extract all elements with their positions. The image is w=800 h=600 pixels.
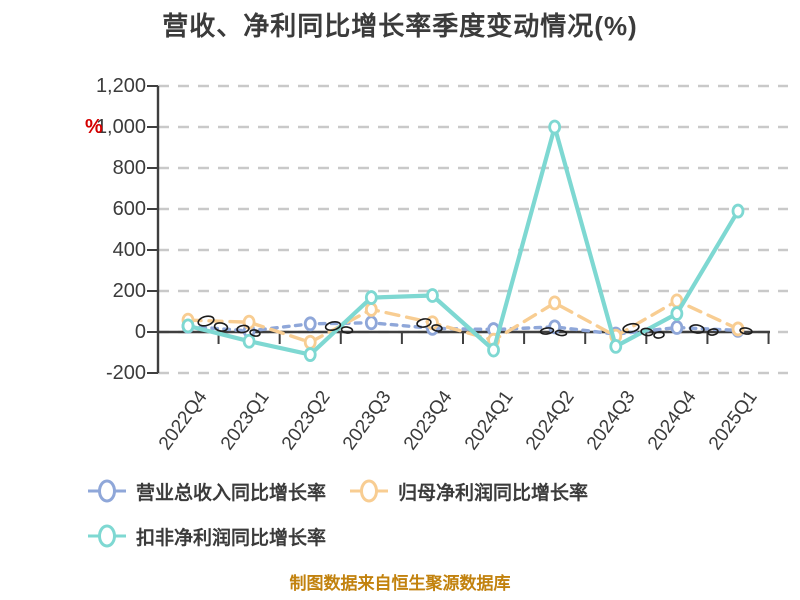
data-point-marker-net-profit-yoy <box>548 295 562 311</box>
scribble-ellipse <box>640 327 654 337</box>
y-tick-label: 0 <box>134 321 146 343</box>
scribble-ellipse <box>213 322 229 332</box>
series-non-gaap-net-profit-yoy <box>181 119 745 362</box>
scribble-ellipse <box>340 326 354 334</box>
data-point-marker-non-gaap-net-profit-yoy <box>181 318 195 334</box>
legend-item-non-gaap-net-profit-yoy: 扣非净利润同比增长率 <box>88 522 326 550</box>
data-point-marker-total-revenue-yoy <box>303 316 317 332</box>
series-line-net-profit-yoy <box>186 299 740 344</box>
legend-label: 营业总收入同比增长率 <box>136 482 327 504</box>
scribble-ellipse <box>689 324 705 334</box>
scribble-marks <box>197 315 753 339</box>
scribble-ellipse <box>249 329 261 337</box>
scribble-ellipse <box>739 327 753 335</box>
y-tick-label: 800 <box>112 157 146 179</box>
scribble-ellipse <box>236 324 250 334</box>
data-point-marker-total-revenue-yoy <box>670 320 684 335</box>
legend-item-total-revenue-yoy: 营业总收入同比增长率 <box>88 477 326 505</box>
data-point-marker-total-revenue-yoy <box>364 315 378 331</box>
legend-marker-ellipse <box>98 479 116 503</box>
legend-item-net-profit-yoy: 归母净利润同比增长率 <box>350 477 588 505</box>
y-tick-label: 1,000 <box>95 116 146 138</box>
scribble-ellipse <box>431 324 443 332</box>
scribble-ellipse <box>554 329 568 337</box>
legend-marker-ellipse <box>98 524 116 548</box>
series-line-non-gaap-net-profit-yoy <box>185 124 741 357</box>
data-point-marker-non-gaap-net-profit-yoy <box>364 290 378 305</box>
scribble-ellipse <box>622 322 640 334</box>
data-point-marker-net-profit-yoy <box>303 334 317 350</box>
data-point-marker-non-gaap-net-profit-yoy <box>303 347 317 362</box>
data-point-marker-non-gaap-net-profit-yoy <box>487 342 500 358</box>
scribble-ellipse <box>197 315 215 327</box>
y-tick-label: 400 <box>112 239 146 261</box>
data-point-marker-non-gaap-net-profit-yoy <box>609 338 623 354</box>
chart-title: 营收、净利同比增长率季度变动情况(%) <box>162 11 638 41</box>
data-point-marker-non-gaap-net-profit-yoy <box>242 333 256 349</box>
data-point-marker-non-gaap-net-profit-yoy <box>426 288 439 303</box>
data-point-marker-net-profit-yoy <box>242 314 256 330</box>
data-point-marker-non-gaap-net-profit-yoy <box>731 203 745 219</box>
legend-marker-icon <box>88 479 126 503</box>
footer-note: 制图数据来自恒生聚源数据库 <box>289 574 511 593</box>
legend-marker-icon <box>350 479 388 503</box>
y-axis-unit-label: % <box>85 116 103 138</box>
scribble-ellipse <box>416 318 432 328</box>
data-point-marker-net-profit-yoy <box>364 302 378 317</box>
y-tick-label: 600 <box>112 198 146 220</box>
scribble-ellipse <box>324 320 342 332</box>
scribble-ellipse <box>707 328 719 336</box>
y-tick-label: -200 <box>105 362 146 384</box>
scribble-ellipse <box>539 327 555 335</box>
y-tick-label: 200 <box>112 280 146 302</box>
y-tick-label: 1,200 <box>95 75 146 97</box>
legend-label: 归母净利润同比增长率 <box>398 482 589 504</box>
scribble-ellipse <box>653 331 665 339</box>
legend-marker-ellipse <box>360 479 378 503</box>
data-point-marker-non-gaap-net-profit-yoy <box>670 306 684 321</box>
data-point-marker-non-gaap-net-profit-yoy <box>548 119 562 135</box>
legend-label: 扣非净利润同比增长率 <box>136 527 327 549</box>
legend-marker-icon <box>88 524 126 548</box>
